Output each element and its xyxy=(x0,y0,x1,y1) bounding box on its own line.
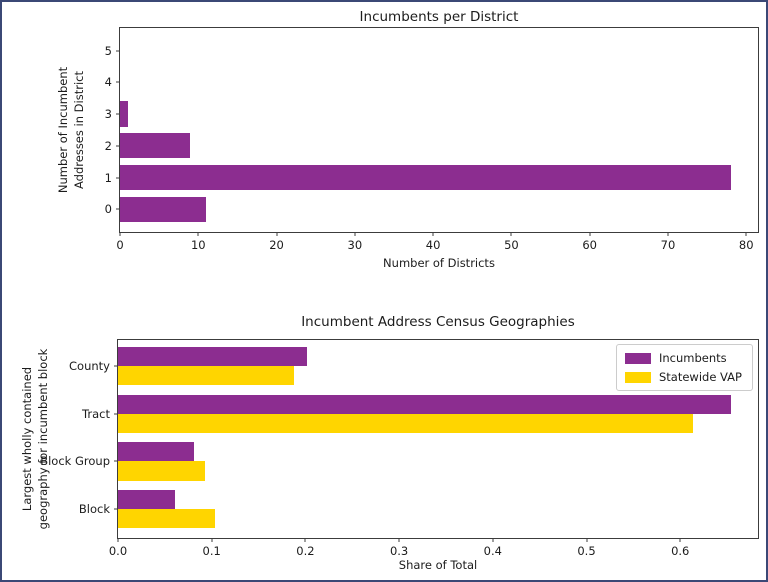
x-tick-label: 0.5 xyxy=(577,544,596,558)
x-tick-mark xyxy=(354,232,356,236)
y-tick-label: County xyxy=(69,358,110,373)
x-axis-label-top-chart: Number of Districts xyxy=(383,256,495,270)
x-tick-mark xyxy=(398,538,400,542)
y-axis-label-bottom-chart: Largest wholly contained geography for i… xyxy=(19,348,50,530)
x-tick-label: 10 xyxy=(190,238,206,252)
x-tick-label: 0.0 xyxy=(108,544,128,558)
x-tick-mark xyxy=(745,232,747,236)
x-tick-label: 0.1 xyxy=(202,544,221,558)
y-tick-label: Tract xyxy=(82,406,110,421)
x-tick-label: 40 xyxy=(425,238,441,252)
y-tick-mark xyxy=(116,145,120,147)
plot-area-census-geographies: Incumbents Statewide VAP 0.0 0.1 0.2 0.3 0.4… xyxy=(40,339,759,558)
x-tick-label: 0.2 xyxy=(296,544,315,558)
x-tick-mark xyxy=(211,538,213,542)
bar-incumbents-county xyxy=(118,346,308,366)
x-tick-label: 70 xyxy=(660,238,676,252)
x-tick-label: 20 xyxy=(269,238,284,252)
legend-item-statewide-vap: Statewide VAP xyxy=(624,370,742,384)
x-tick-mark xyxy=(119,232,121,236)
y-tick-label: 0 xyxy=(104,202,112,217)
y-tick-label: Block Group xyxy=(40,454,110,469)
x-tick-label: 30 xyxy=(347,238,363,252)
y-tick-label: 4 xyxy=(104,75,112,90)
y-axis-label-top-chart: Number of Incumbent Addresses in Distric… xyxy=(55,66,86,194)
bar-statewide-vap-block xyxy=(118,509,215,529)
bar-statewide-vap-tract xyxy=(118,413,694,433)
bar-statewide-vap-block-group xyxy=(118,461,206,481)
bar-statewide-vap-county xyxy=(118,365,295,385)
x-tick-mark xyxy=(679,538,681,542)
x-tick-mark xyxy=(510,232,512,236)
x-tick-label: 0.6 xyxy=(671,544,690,558)
bar-series-0 xyxy=(120,196,207,222)
y-tick-mark xyxy=(114,365,118,367)
y-tick-mark xyxy=(116,50,120,52)
bar-incumbents-block xyxy=(118,490,176,510)
legend: Incumbents Statewide VAP xyxy=(615,344,753,391)
y-tick-mark xyxy=(114,508,118,510)
y-tick-label: 2 xyxy=(104,138,112,153)
bar-series-2 xyxy=(120,133,191,159)
x-axis-label-bottom-chart: Share of Total xyxy=(398,558,478,572)
plot-area-incumbents-per-district: 0 10 20 30 40 50 60 70 80 0 1 2 3 4 5 xyxy=(105,27,759,252)
x-tick-label: 0.3 xyxy=(389,544,409,558)
x-tick-mark xyxy=(589,232,591,236)
bar-incumbents-block-group xyxy=(118,442,194,462)
chart-title-incumbents-per-district: Incumbents per District xyxy=(359,9,519,25)
legend-label-statewide-vap: Statewide VAP xyxy=(658,370,742,384)
x-tick-label: 80 xyxy=(738,238,754,252)
x-tick-mark xyxy=(667,232,669,236)
y-tick-mark xyxy=(114,460,118,462)
x-tick-mark xyxy=(492,538,494,542)
y-tick-mark xyxy=(116,177,120,178)
incumbents-legend-swatch xyxy=(624,352,651,364)
x-tick-mark xyxy=(197,232,199,236)
x-tick-mark xyxy=(117,538,119,542)
y-tick-label: 1 xyxy=(104,170,112,185)
chart-title-census-geographies: Incumbent Address Census Geographies xyxy=(301,314,575,330)
x-tick-mark xyxy=(586,538,588,542)
bar-incumbents-tract xyxy=(118,394,731,414)
x-tick-label: 0 xyxy=(116,238,124,252)
y-tick-mark xyxy=(116,81,120,83)
y-tick-label: 5 xyxy=(104,43,112,58)
x-tick-label: 0.4 xyxy=(483,544,502,558)
legend-label-incumbents: Incumbents xyxy=(658,351,727,365)
y-tick-mark xyxy=(114,413,118,415)
bar-series-3 xyxy=(120,101,128,127)
x-tick-label: 50 xyxy=(504,238,519,252)
x-tick-label: 60 xyxy=(582,238,598,252)
statewide-vap-legend-swatch xyxy=(624,371,651,383)
x-tick-mark xyxy=(304,538,306,542)
y-tick-label: 3 xyxy=(104,107,112,122)
y-tick-label: Block xyxy=(78,502,110,517)
x-tick-mark xyxy=(276,232,278,236)
y-tick-mark xyxy=(116,208,120,210)
x-tick-mark xyxy=(432,232,434,236)
bar-series-1 xyxy=(120,164,731,191)
legend-item-incumbents: Incumbents xyxy=(624,351,742,365)
y-tick-mark xyxy=(116,113,120,115)
